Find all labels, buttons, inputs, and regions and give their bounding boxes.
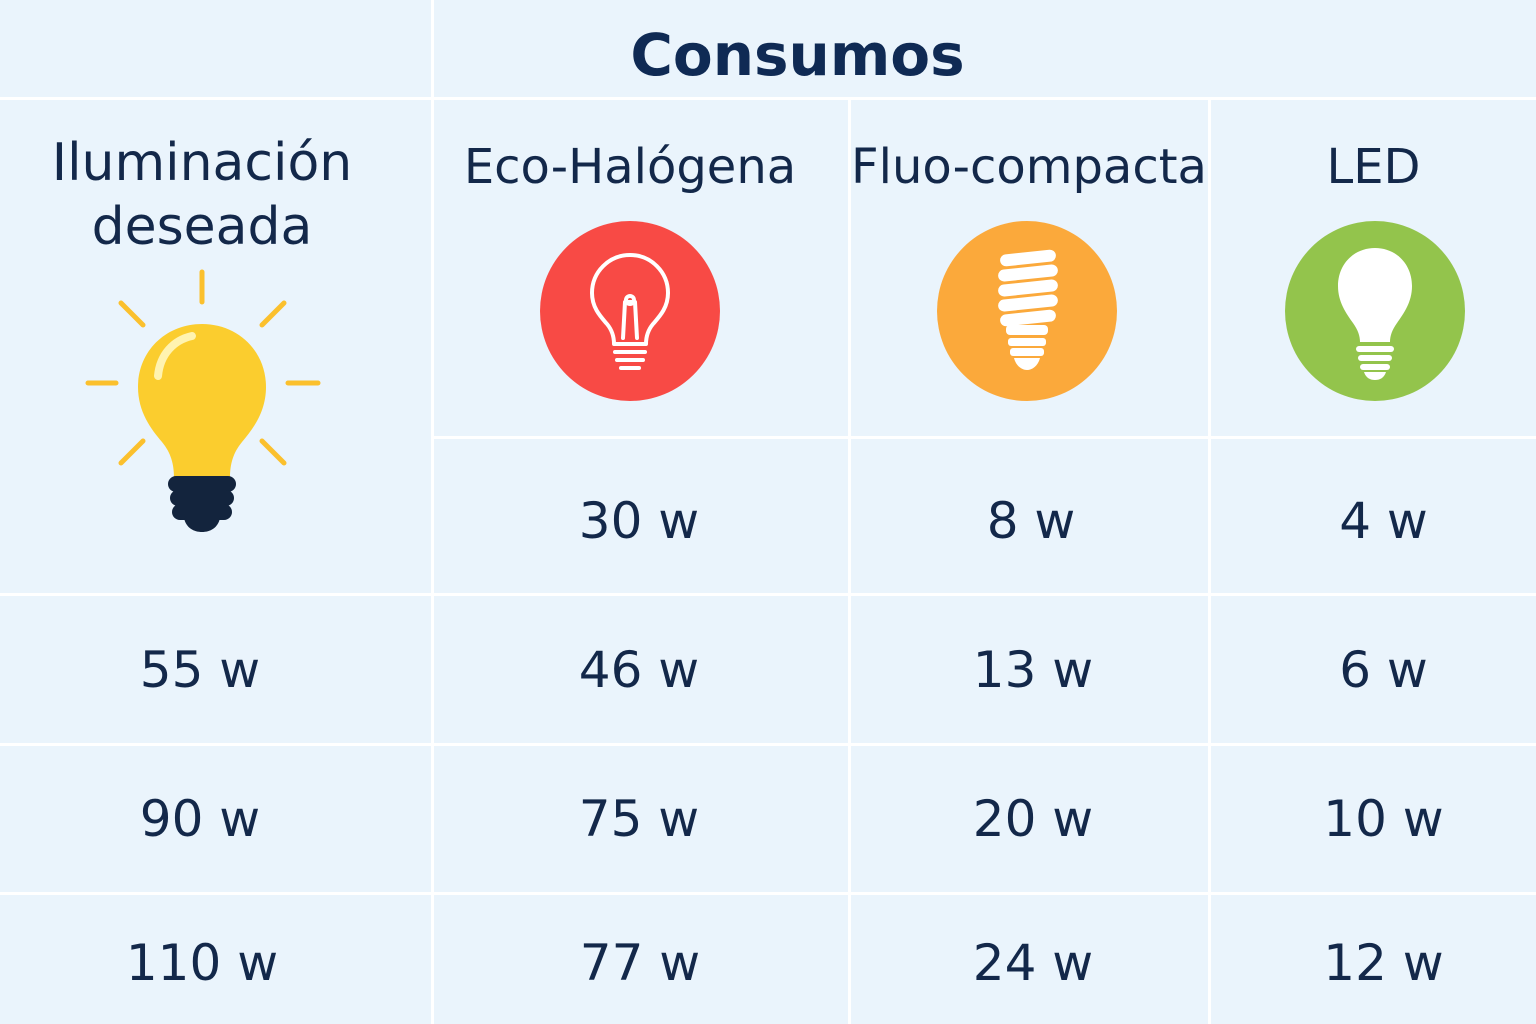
desired-value-cell: 55 w [139,641,261,699]
divider [0,892,1536,895]
value-cell: 30 w [578,492,700,550]
column-header-eco-halogena: Eco-Halógena [463,139,797,195]
value-cell: 10 w [1323,790,1444,848]
value-cell: 4 w [1339,492,1428,550]
desired-value-cell: 90 w [139,790,261,848]
value-cell: 6 w [1339,641,1428,699]
desired-lighting-label-line2: deseada [91,197,313,257]
value-cell: 8 w [986,492,1076,550]
value-cell: 24 w [972,934,1094,992]
column-header-led: LED [1326,139,1421,195]
value-cell: 77 w [579,934,701,992]
value-cell: 75 w [578,790,700,848]
led-bulb-icon [1285,221,1465,401]
divider [0,97,1536,100]
divider [1208,98,1211,1024]
divider [0,743,1536,746]
page-title: Consumos [630,21,965,89]
light-bulb-icon [85,269,321,532]
cfl-bulb-icon [937,221,1117,401]
desired-value-cell: 110 w [125,934,279,992]
divider [0,593,1536,596]
desired-lighting-label-line1: Iluminación [51,133,353,193]
desired-lighting-header: Iluminación deseada [0,131,404,259]
value-cell: 12 w [1323,934,1444,992]
halogen-bulb-icon [540,221,720,401]
value-cell: 13 w [972,641,1094,699]
divider [431,0,434,1024]
column-header-fluo-compacta: Fluo-compacta [851,139,1207,195]
divider [848,98,851,1024]
value-cell: 20 w [972,790,1094,848]
value-cell: 46 w [578,641,700,699]
divider [434,436,1536,439]
